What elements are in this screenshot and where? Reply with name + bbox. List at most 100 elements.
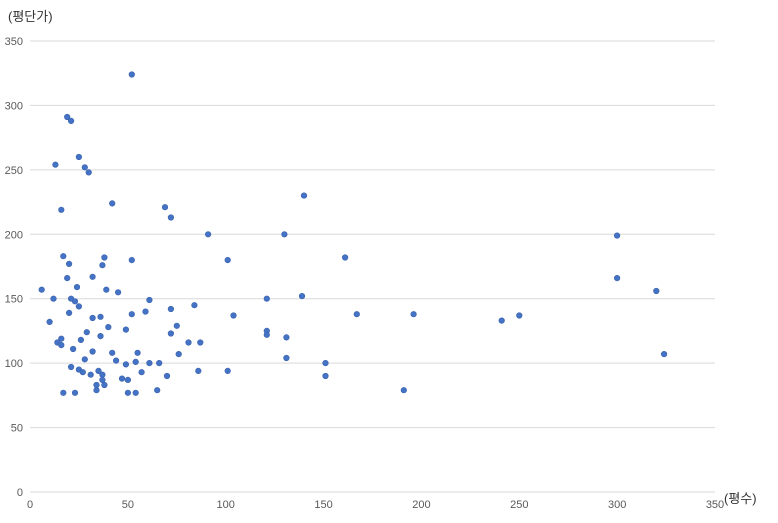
data-point xyxy=(112,357,120,364)
data-point xyxy=(613,275,621,282)
data-point xyxy=(161,204,169,211)
data-point xyxy=(103,286,110,293)
data-point xyxy=(185,339,192,346)
data-point xyxy=(60,389,67,396)
data-point xyxy=(613,232,621,239)
data-point xyxy=(71,389,79,396)
data-point xyxy=(64,275,71,282)
data-point xyxy=(85,169,92,176)
data-point xyxy=(97,313,104,320)
data-point xyxy=(146,360,153,367)
data-point xyxy=(660,351,668,358)
data-point xyxy=(138,369,145,376)
data-point xyxy=(342,254,349,261)
data-point xyxy=(101,254,108,261)
x-tick-label: 300 xyxy=(608,499,626,511)
data-point xyxy=(65,260,73,268)
data-point xyxy=(283,354,290,362)
data-point xyxy=(71,298,79,305)
data-point xyxy=(498,317,505,324)
data-point xyxy=(322,360,329,367)
data-point xyxy=(73,284,81,291)
x-tick-label: 200 xyxy=(412,499,430,511)
data-point xyxy=(516,312,523,319)
x-tick-label: 150 xyxy=(314,499,332,511)
data-point xyxy=(101,381,108,389)
y-tick-label: 300 xyxy=(5,100,23,112)
y-tick-label: 100 xyxy=(5,358,23,370)
y-tick-label: 0 xyxy=(17,487,23,499)
data-point xyxy=(99,376,106,384)
y-tick-label: 50 xyxy=(11,423,23,435)
data-point xyxy=(50,295,57,302)
x-axis-title: (평수) xyxy=(724,491,757,506)
data-point xyxy=(67,117,75,124)
data-point xyxy=(410,311,417,318)
data-point xyxy=(175,351,182,358)
data-point xyxy=(263,295,270,302)
data-point xyxy=(132,389,139,396)
data-point xyxy=(75,153,82,161)
data-point xyxy=(283,334,290,341)
data-point xyxy=(224,367,231,375)
data-point xyxy=(58,206,65,213)
y-tick-label: 350 xyxy=(5,36,23,48)
data-point xyxy=(109,349,116,356)
data-point xyxy=(77,336,84,344)
data-point xyxy=(52,161,59,168)
data-point xyxy=(224,257,231,264)
data-point xyxy=(99,262,106,269)
data-point xyxy=(95,367,102,375)
data-point xyxy=(156,360,163,367)
data-point xyxy=(167,330,174,337)
data-point xyxy=(300,192,308,199)
data-point xyxy=(400,387,407,394)
data-point xyxy=(124,389,131,396)
data-point xyxy=(58,335,65,342)
data-point xyxy=(105,324,112,331)
data-point xyxy=(69,345,77,353)
data-point xyxy=(81,164,88,171)
data-point xyxy=(89,273,96,280)
data-point xyxy=(163,372,171,380)
x-tick-label: 250 xyxy=(510,499,528,511)
x-tick-label: 50 xyxy=(122,499,134,511)
data-point xyxy=(93,387,100,394)
data-point xyxy=(146,296,153,304)
data-point xyxy=(87,371,94,378)
data-point xyxy=(97,333,104,340)
y-tick-label: 250 xyxy=(5,165,23,177)
data-point xyxy=(99,371,106,378)
data-point xyxy=(281,231,288,238)
data-point xyxy=(154,387,161,394)
data-point xyxy=(230,312,237,319)
data-point xyxy=(653,287,660,295)
data-point xyxy=(173,322,180,329)
data-point xyxy=(124,376,131,384)
data-point xyxy=(191,302,198,309)
data-point xyxy=(134,349,141,356)
x-tick-label: 350 xyxy=(706,499,724,511)
data-point xyxy=(83,329,90,336)
data-point xyxy=(353,311,360,318)
data-point xyxy=(128,257,135,264)
data-point xyxy=(132,358,139,366)
data-point xyxy=(109,200,116,207)
data-point xyxy=(65,309,73,317)
x-tick-label: 0 xyxy=(27,499,33,511)
data-point xyxy=(122,326,129,333)
y-tick-label: 200 xyxy=(5,229,23,241)
data-point xyxy=(58,342,65,349)
x-tick-label: 100 xyxy=(217,499,235,511)
data-point xyxy=(263,331,270,338)
y-axis-title: (평단가) xyxy=(8,9,53,24)
data-point xyxy=(67,363,75,371)
data-point xyxy=(122,361,129,368)
data-point xyxy=(197,339,204,346)
data-point xyxy=(195,367,202,375)
data-point xyxy=(81,356,88,363)
data-point xyxy=(46,318,53,326)
data-point xyxy=(60,253,67,260)
data-point xyxy=(167,305,174,313)
